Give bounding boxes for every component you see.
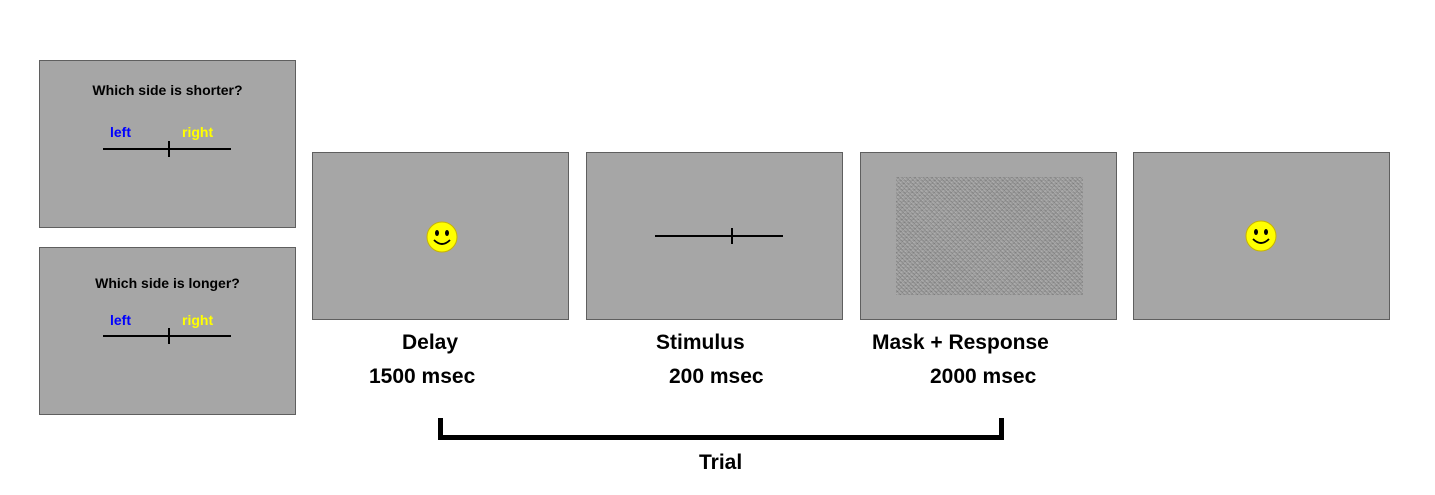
left-label: left [110,124,131,140]
feedback-panel [1133,152,1390,320]
delay-panel [312,152,569,320]
trial-bracket-bar [438,435,1004,440]
line-segment [103,148,231,150]
right-label: right [182,124,214,140]
instruction-panel-longer: Which side is longer? left right [39,247,296,415]
left-label: left [110,312,131,328]
smiley-icon [1245,220,1277,252]
mask-panel [860,152,1117,320]
line-segment [103,335,231,337]
line-bisector-tick [168,141,170,157]
line-bisector-tick [168,328,170,344]
stimulus-bisector-tick [731,228,733,244]
instruction-panel-shorter: Which side is shorter? left right [39,60,296,228]
stimulus-panel [586,152,843,320]
question-text: Which side is shorter? [92,82,243,98]
delay-caption-name: Delay [402,331,459,354]
trial-bracket-right [999,418,1004,440]
stimulus-caption-name: Stimulus [656,331,745,354]
trial-label: Trial [699,451,743,474]
question-text: Which side is longer? [95,275,240,291]
mask-caption-duration: 2000 msec [930,365,1037,388]
noise-mask [896,177,1083,295]
right-label: right [182,312,214,328]
mask-caption-name: Mask + Response [872,331,1049,354]
delay-caption-duration: 1500 msec [369,365,476,388]
trial-bracket-left [438,418,443,440]
smiley-icon [426,221,458,253]
stimulus-line [655,235,783,237]
stimulus-caption-duration: 200 msec [669,365,764,388]
